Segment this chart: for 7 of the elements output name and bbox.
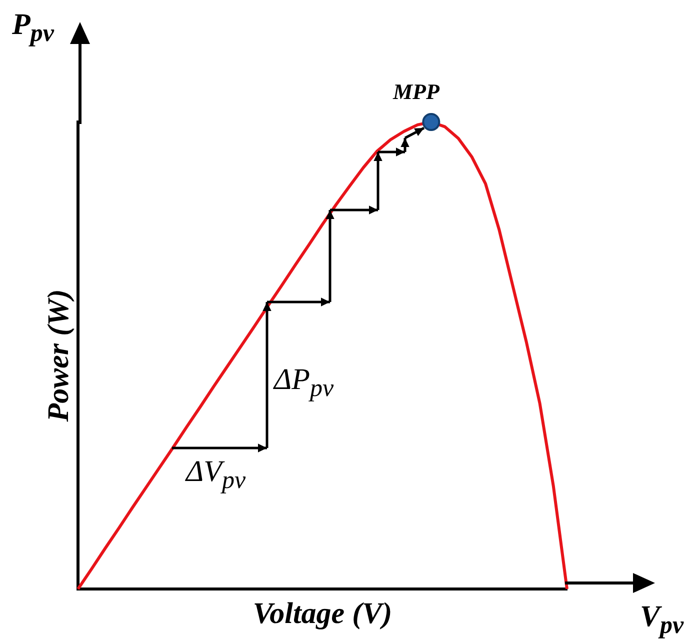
x-axis-title: Voltage (V) <box>252 596 392 630</box>
y-axis-title: Power (W) <box>42 289 75 423</box>
annotation: ΔP$_{pv}$ <box>274 363 334 402</box>
text: MPP <box>393 79 440 104</box>
annotation: ΔV$_{pv}$ <box>186 455 246 494</box>
text: V$_{pv}$ <box>640 600 684 640</box>
text: P$_{pv}$ <box>12 8 54 48</box>
